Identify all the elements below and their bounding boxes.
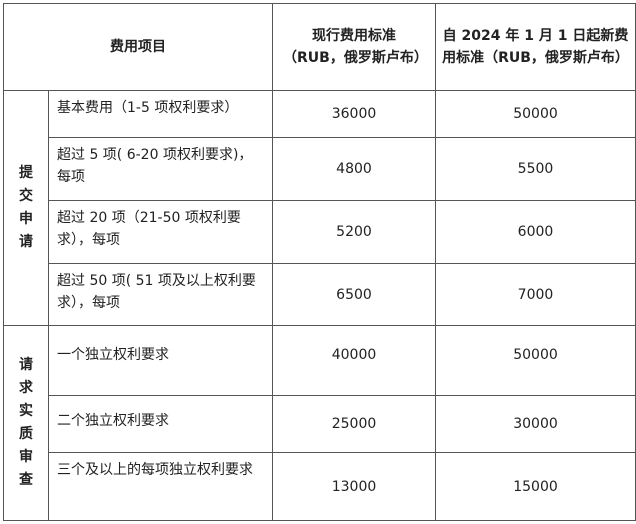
current-fee: 4800	[272, 137, 436, 201]
new-fee: 6000	[435, 200, 636, 264]
table-row: 超过 20 项（21-50 项权利要求），每项 5200 6000	[4, 200, 636, 264]
header-current: 现行费用标准（RUB，俄罗斯卢布）	[272, 3, 436, 91]
new-fee: 50000	[435, 90, 636, 138]
item-cell: 三个及以上的每项独立权利要求	[48, 452, 273, 521]
item-cell: 一个独立权利要求	[48, 325, 273, 396]
item-cell: 二个独立权利要求	[48, 395, 273, 453]
item-cell: 超过 5 项( 6-20 项权利要求)，每项	[48, 137, 273, 201]
new-fee: 15000	[435, 452, 636, 521]
item-cell: 超过 20 项（21-50 项权利要求），每项	[48, 200, 273, 264]
group-label-text: 提交申请	[19, 165, 33, 250]
header-current-text: 现行费用标准（RUB，俄罗斯卢布）	[283, 28, 428, 66]
group-label: 提交申请	[3, 90, 49, 326]
item-cell: 基本费用（1-5 项权利要求）	[48, 90, 273, 138]
header-new: 自 2024 年 1 月 1 日起新费用标准（RUB，俄罗斯卢布）	[435, 3, 636, 91]
table-row: 提交申请 基本费用（1-5 项权利要求） 36000 50000	[3, 90, 636, 326]
current-fee: 5200	[272, 200, 436, 264]
current-fee: 36000	[272, 90, 436, 138]
header-new-text: 自 2024 年 1 月 1 日起新费用标准（RUB，俄罗斯卢布）	[442, 28, 629, 66]
header-row: 费用项目 现行费用标准（RUB，俄罗斯卢布） 自 2024 年 1 月 1 日起…	[3, 3, 636, 91]
table-row: 请求实质审查 一个独立权利要求 40000 50000	[3, 325, 636, 521]
table-row: 超过 5 项( 6-20 项权利要求)，每项 4800 5500	[4, 137, 636, 201]
current-fee: 13000	[272, 452, 436, 521]
fee-table: 费用项目 现行费用标准（RUB，俄罗斯卢布） 自 2024 年 1 月 1 日起…	[3, 3, 636, 521]
new-fee: 50000	[435, 325, 636, 396]
table-row: 超过 50 项( 51 项及以上权利要求），每项 6500 7000	[4, 263, 636, 326]
new-fee: 5500	[435, 137, 636, 201]
header-item: 费用项目	[3, 3, 273, 91]
item-cell: 超过 50 项( 51 项及以上权利要求），每项	[48, 263, 273, 326]
new-fee: 30000	[435, 395, 636, 453]
current-fee: 25000	[272, 395, 436, 453]
current-fee: 40000	[272, 325, 436, 396]
group-label: 请求实质审查	[3, 325, 49, 521]
current-fee: 6500	[272, 263, 436, 326]
table-row: 三个及以上的每项独立权利要求 13000 15000	[4, 452, 636, 521]
group-label-text: 请求实质审查	[19, 357, 33, 488]
new-fee: 7000	[435, 263, 636, 326]
table-row: 二个独立权利要求 25000 30000	[4, 395, 636, 453]
